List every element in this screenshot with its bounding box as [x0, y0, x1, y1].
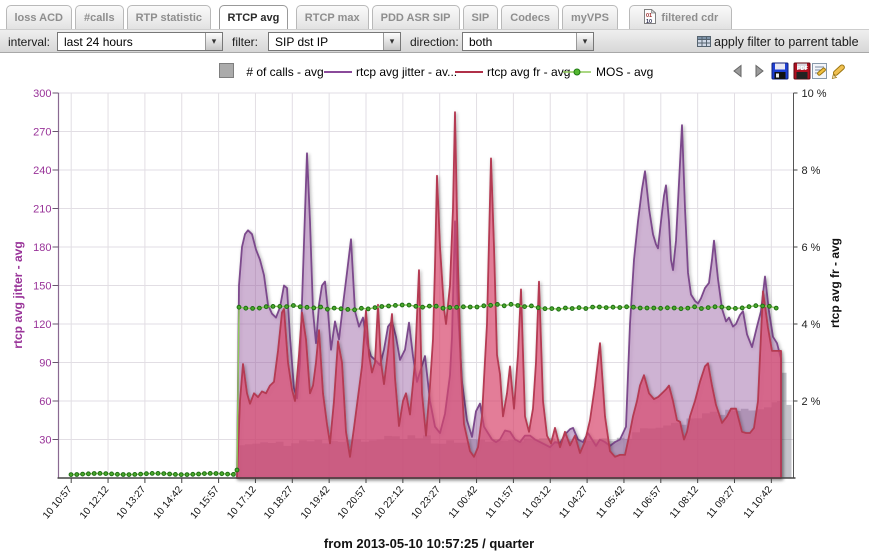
svg-text:10 18:27: 10 18:27: [262, 484, 296, 521]
svg-text:rtcp avg jitter - avg: rtcp avg jitter - avg: [11, 241, 25, 348]
svg-text:11 09:27: 11 09:27: [705, 484, 738, 521]
svg-text:30: 30: [39, 435, 51, 447]
svg-text:from 2013-05-10 10:57:25 / qua: from 2013-05-10 10:57:25 / quarter: [324, 536, 534, 551]
svg-text:10 19:42: 10 19:42: [299, 484, 333, 521]
svg-text:270: 270: [33, 127, 51, 139]
svg-text:10 12:12: 10 12:12: [78, 484, 112, 521]
svg-text:300: 300: [33, 88, 51, 100]
svg-text:rtcp avg fr - avg: rtcp avg fr - avg: [828, 238, 842, 328]
svg-text:2 %: 2 %: [802, 396, 821, 408]
svg-text:210: 210: [33, 204, 51, 216]
svg-text:11 04:27: 11 04:27: [557, 484, 590, 521]
svg-text:01: 01: [646, 13, 652, 19]
svg-text:10 14:42: 10 14:42: [152, 484, 186, 521]
svg-text:11 10:42: 11 10:42: [742, 484, 775, 521]
svg-text:10 13:27: 10 13:27: [115, 484, 149, 521]
svg-text:10 10:57: 10 10:57: [41, 484, 75, 521]
svg-text:10 15:57: 10 15:57: [188, 484, 222, 521]
svg-text:90: 90: [39, 358, 51, 370]
svg-text:11 06:57: 11 06:57: [631, 484, 664, 521]
svg-text:10 22:12: 10 22:12: [373, 484, 407, 521]
svg-text:10 20:57: 10 20:57: [336, 484, 370, 521]
svg-text:240: 240: [33, 165, 51, 177]
svg-text:60: 60: [39, 396, 51, 408]
svg-text:180: 180: [33, 242, 51, 254]
svg-text:11 05:42: 11 05:42: [594, 484, 627, 521]
svg-text:120: 120: [33, 319, 51, 331]
svg-text:10 %: 10 %: [802, 88, 827, 100]
svg-text:11 08:12: 11 08:12: [668, 484, 701, 521]
svg-text:4 %: 4 %: [802, 319, 821, 331]
svg-text:PDF: PDF: [797, 66, 809, 72]
svg-text:11 03:12: 11 03:12: [521, 484, 554, 521]
svg-text:8 %: 8 %: [802, 165, 821, 177]
svg-text:11 00:42: 11 00:42: [447, 484, 480, 521]
svg-text:150: 150: [33, 281, 51, 293]
svg-text:10 17:12: 10 17:12: [225, 484, 259, 521]
svg-text:6 %: 6 %: [802, 242, 821, 254]
svg-text:11 01:57: 11 01:57: [484, 484, 517, 521]
svg-text:10 23:27: 10 23:27: [410, 484, 444, 521]
svg-text:10: 10: [646, 19, 652, 24]
